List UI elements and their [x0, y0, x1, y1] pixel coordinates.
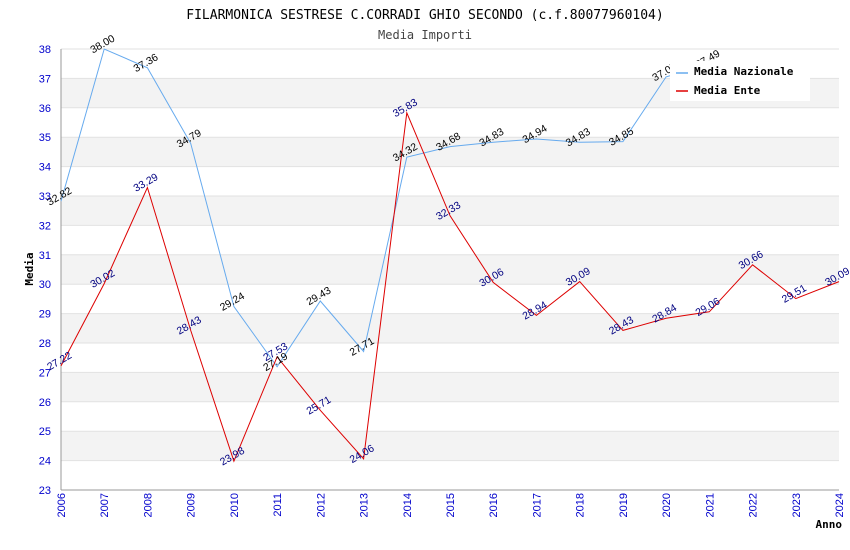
x-tick-label: 2012: [315, 493, 327, 517]
legend-label-nazionale: Media Nazionale: [694, 65, 794, 78]
y-tick-label: 24: [39, 456, 51, 468]
y-tick-label: 29: [39, 309, 51, 321]
chart-subtitle: Media Importi: [378, 28, 472, 42]
x-tick-label: 2013: [359, 493, 371, 517]
y-tick-label: 36: [39, 103, 51, 115]
y-tick-label: 28: [39, 338, 51, 350]
x-tick-labels: 2006 2007 2008 2009 2010 2011 2012 2013 2014 2015…: [56, 493, 846, 517]
grid-band: [61, 372, 839, 402]
y-tick-label: 35: [39, 132, 51, 144]
data-label: 29.24: [218, 290, 247, 314]
x-tick-label: 2007: [99, 493, 111, 517]
x-tick-label: 2020: [661, 493, 673, 517]
x-tick-label: 2024: [834, 493, 846, 517]
x-tick-label: 2011: [272, 493, 284, 517]
y-tick-label: 27: [39, 367, 51, 379]
series-group: [60, 48, 840, 463]
y-tick-label: 34: [39, 162, 51, 174]
y-tick-label: 37: [39, 73, 51, 85]
legend-label-ente: Media Ente: [694, 84, 761, 97]
x-tick-label: 2022: [748, 493, 760, 517]
x-axis-label: Anno: [816, 518, 843, 531]
y-tick-label: 25: [39, 426, 51, 438]
x-tick-label: 2008: [142, 493, 154, 517]
series-line-media-nazionale: [60, 48, 710, 368]
x-tick-label: 2014: [402, 493, 414, 517]
grid-band: [61, 431, 839, 461]
x-tick-label: 2019: [618, 493, 630, 517]
y-tick-label: 38: [39, 44, 51, 56]
x-tick-label: 2006: [56, 493, 68, 517]
grid-band: [61, 196, 839, 226]
y-tick-label: 30: [39, 279, 51, 291]
grid-band: [61, 254, 839, 285]
x-tick-label: 2010: [229, 493, 241, 517]
grid-band: [61, 313, 839, 343]
y-axis-label: Media: [23, 252, 36, 285]
data-label: 29.51: [780, 282, 809, 306]
data-label: 29.43: [304, 285, 333, 309]
x-tick-label: 2015: [445, 493, 457, 517]
x-tick-label: 2023: [791, 493, 803, 517]
y-tick-labels: 23 24 25 26 27 28 29 30 31 32 33 34 35 36 37 38: [39, 44, 51, 497]
legend-box: [670, 61, 810, 101]
y-tick-label: 33: [39, 191, 51, 203]
x-tick-label: 2021: [704, 493, 716, 517]
data-label: 37.36: [132, 51, 161, 75]
y-tick-label: 23: [39, 485, 51, 497]
grid-band: [61, 137, 839, 167]
x-tick-label: 2018: [575, 493, 587, 517]
x-tick-label: 2016: [488, 493, 500, 517]
chart-title: FILARMONICA SESTRESE C.CORRADI GHIO SECO…: [186, 8, 663, 23]
y-tick-label: 32: [39, 220, 51, 232]
y-tick-label: 26: [39, 397, 51, 409]
y-tick-label: 31: [39, 250, 51, 262]
series-line-media-ente: [60, 110, 840, 463]
data-label: 27.22: [45, 349, 74, 373]
x-tick-label: 2017: [531, 493, 543, 517]
grid-bands: [61, 78, 839, 461]
legend: Media Nazionale Media Ente: [670, 61, 810, 101]
x-tick-label: 2009: [186, 493, 198, 517]
